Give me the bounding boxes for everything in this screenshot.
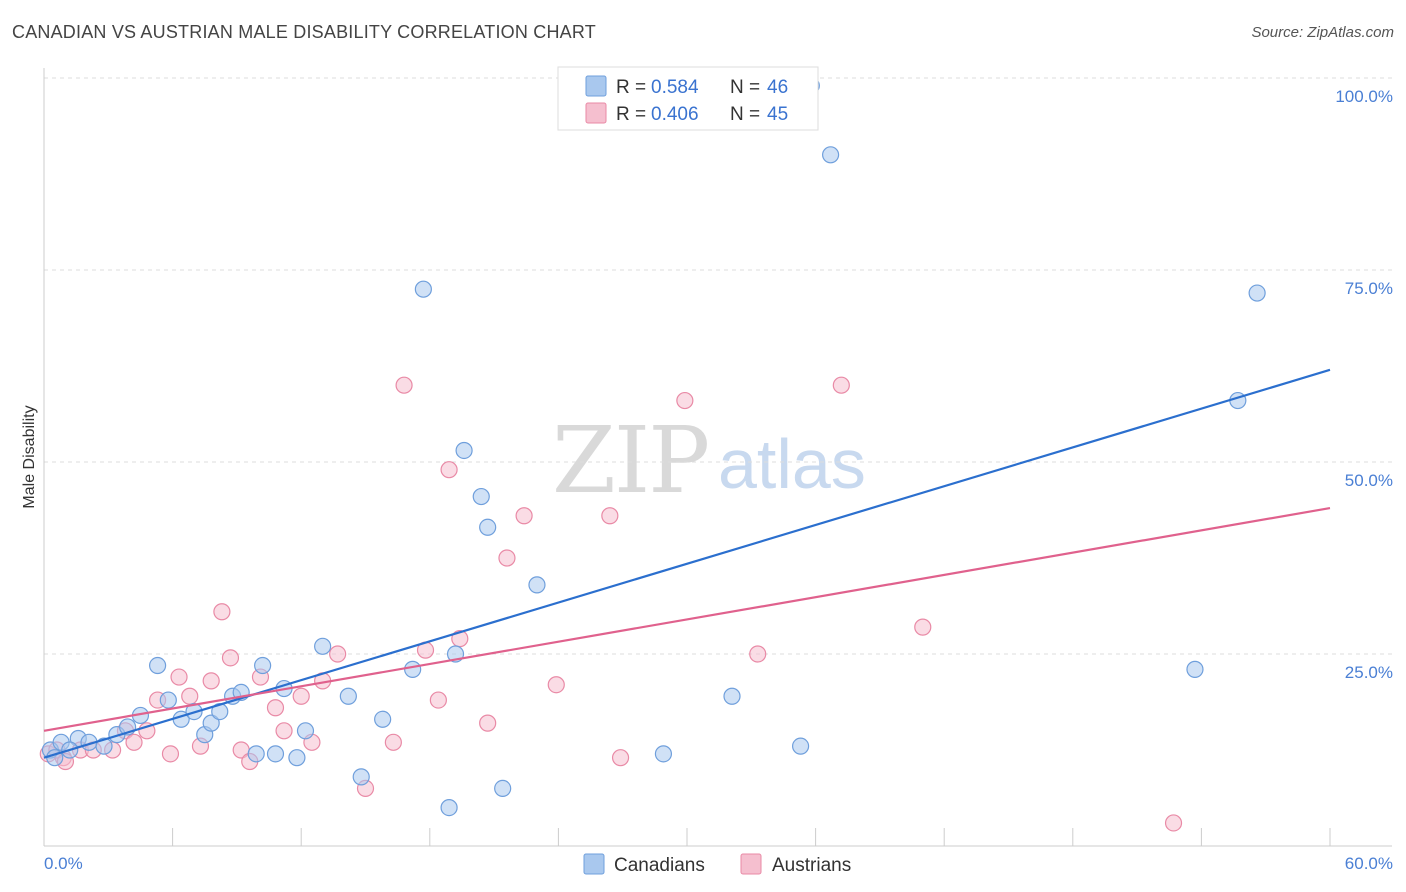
austrians-point-41 — [914, 618, 932, 636]
austrians-point-38 — [676, 391, 694, 410]
austrians-point-6 — [125, 733, 143, 751]
chart-title: CANADIAN VS AUSTRIAN MALE DISABILITY COR… — [12, 22, 596, 42]
canadians-point-36 — [654, 745, 673, 763]
austrians-point-14 — [213, 603, 231, 621]
austrians-point-21 — [292, 687, 310, 705]
bottom-legend-label-canadians: Canadians — [614, 855, 705, 876]
austrians-point-24 — [329, 645, 347, 663]
x-axis-ticks — [43, 828, 1331, 846]
austrians-point-39 — [749, 645, 767, 663]
top-legend: R = 0.584 N = 46 R = 0.406 N = 45 — [557, 66, 819, 131]
canadians-point-34 — [494, 779, 512, 798]
x-tick-label-max: 60.0% — [1345, 854, 1393, 873]
x-tick-label-min: 0.0% — [44, 854, 83, 873]
y-axis-title: Male Disability — [21, 405, 38, 508]
canadians-point-4 — [95, 737, 113, 755]
canadians-point-37 — [723, 687, 741, 705]
y-axis-tick-labels: 25.0% 50.0% 75.0% 100.0% — [1335, 87, 1393, 682]
canadians-point-38 — [791, 737, 810, 755]
austrians-point-33 — [498, 549, 516, 567]
canadians-point-25 — [352, 768, 370, 786]
y-tick-label-2: 75.0% — [1345, 279, 1393, 298]
canadians-point-18 — [254, 656, 272, 675]
legend-r-label-canadians: R = — [616, 77, 646, 98]
canadians-point-8 — [148, 656, 167, 675]
canadians-point-41 — [1186, 660, 1204, 678]
canadians-point-13 — [202, 714, 220, 732]
canadians-point-21 — [288, 749, 306, 767]
x-axis-tick-labels: 0.0% 60.0% — [44, 854, 1393, 873]
austrians-point-36 — [601, 507, 619, 525]
canadians-point-24 — [339, 687, 357, 705]
y-tick-label-0: 25.0% — [1345, 663, 1393, 682]
legend-r-label-austrians: R = — [616, 104, 646, 125]
austrians-point-13 — [202, 672, 220, 690]
austrians-point-19 — [266, 699, 285, 717]
canadians-point-27 — [404, 660, 422, 678]
canadians-point-35 — [528, 576, 546, 594]
canadians-point-33 — [479, 518, 497, 536]
canadians-point-26 — [374, 710, 392, 728]
canadians-point-28 — [414, 280, 432, 298]
bottom-legend-label-austrians: Austrians — [772, 855, 851, 876]
legend-n-label-austrians: N = — [730, 104, 760, 125]
austrians-point-20 — [275, 722, 293, 740]
austrians-point-10 — [170, 668, 188, 686]
bottom-legend: Canadians Austrians — [583, 853, 851, 876]
austrians-point-37 — [611, 749, 630, 767]
canadians-point-32 — [472, 487, 490, 506]
austrians-point-35 — [547, 676, 565, 694]
austrians-point-30 — [440, 461, 458, 479]
canadians-point-22 — [296, 722, 315, 740]
austrians-point-34 — [515, 507, 533, 525]
canadians-point-43 — [1248, 284, 1266, 302]
watermark-atlas: atlas — [718, 425, 866, 503]
austrians-point-29 — [429, 691, 447, 709]
grid-lines — [44, 77, 1392, 655]
legend-n-label-canadians: N = — [730, 77, 760, 98]
austrians-point-26 — [384, 733, 402, 751]
bottom-legend-swatch-austrians — [740, 853, 762, 875]
canadians-point-9 — [159, 691, 177, 709]
chart-source: Source: ZipAtlas.com — [1251, 24, 1394, 41]
austrians-point-27 — [395, 376, 413, 394]
canadians-point-29 — [440, 798, 458, 817]
legend-n-value-canadians: 46 — [767, 77, 788, 98]
canadians-point-19 — [266, 745, 285, 763]
austrians-point-11 — [181, 687, 199, 705]
austrians-trend-line — [43, 506, 1331, 732]
bottom-legend-swatch-canadians — [583, 853, 605, 875]
austrians-point-15 — [221, 649, 240, 667]
legend-r-value-austrians: 0.406 — [651, 104, 699, 125]
canadians-point-31 — [455, 441, 473, 460]
austrians-point-40 — [832, 376, 850, 394]
legend-n-value-austrians: 45 — [767, 104, 788, 125]
canadians-point-40 — [822, 146, 840, 164]
watermark-zip: ZIP — [552, 407, 708, 514]
austrians-point-32 — [479, 714, 497, 732]
y-tick-label-1: 50.0% — [1345, 471, 1393, 490]
legend-r-value-canadians: 0.584 — [651, 77, 699, 98]
canadians-point-23 — [314, 637, 332, 655]
legend-swatch-austrians — [585, 102, 607, 124]
legend-swatch-canadians — [585, 75, 607, 97]
austrians-point-42 — [1164, 814, 1183, 832]
austrians-point-9 — [161, 745, 180, 763]
y-tick-label-3: 100.0% — [1335, 87, 1393, 106]
canadians-point-17 — [247, 745, 265, 763]
